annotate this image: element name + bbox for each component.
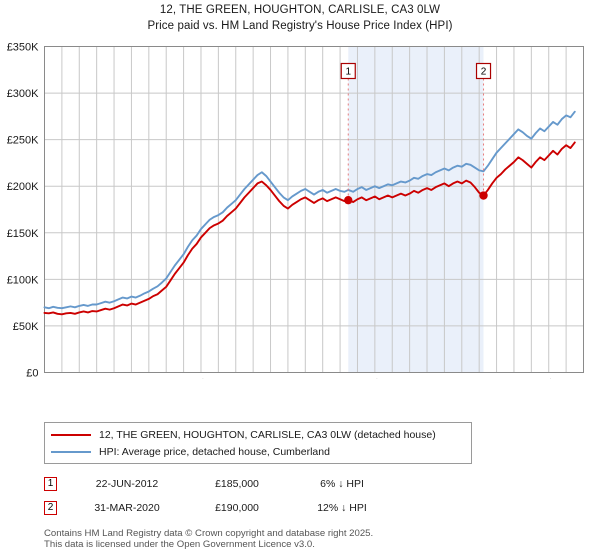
x-tick-2025: 2025 [561,379,573,380]
x-tick-2011: 2011 [318,379,330,380]
y-tick-£150K: £150K [7,228,39,240]
x-tick-2015: 2015 [387,379,399,380]
x-tick-1997: 1997 [74,379,86,380]
footer-line-copyright: Contains HM Land Registry data © Crown c… [44,528,374,539]
transaction-hpi-delta-2: 12% ↓ HPI [317,502,367,514]
page-title: 12, THE GREEN, HOUGHTON, CARLISLE, CA3 0… [0,2,600,34]
y-tick-£50K: £50K [13,321,39,333]
legend-swatch-property [51,434,91,436]
x-tick-2004: 2004 [196,379,208,380]
x-tick-1996: 1996 [57,379,69,380]
footer-line-licence: This data is licensed under the Open Gov… [44,539,315,550]
y-tick-£350K: £350K [7,42,39,54]
y-tick-£100K: £100K [7,274,39,286]
x-tick-2017: 2017 [422,379,434,380]
event-marker-dot-1 [344,195,353,205]
event-marker-label-1: 1 [345,67,351,78]
legend-label-hpi: HPI: Average price, detached house, Cumb… [99,446,330,458]
x-tick-2014: 2014 [370,379,382,380]
x-tick-2018: 2018 [439,379,451,380]
transaction-date-2: 31-MAR-2020 [94,502,160,514]
title-line-subtitle: Price paid vs. HM Land Registry's House … [147,20,453,32]
x-tick-2021: 2021 [492,379,504,380]
transaction-date-1: 22-JUN-2012 [95,478,159,490]
legend-item-property: 12, THE GREEN, HOUGHTON, CARLISLE, CA3 0… [51,427,465,443]
transaction-hpi-delta-1: 6% ↓ HPI [320,478,364,490]
series-line-hpi [43,110,576,310]
y-tick-£300K: £300K [7,88,39,100]
x-tick-2002: 2002 [161,379,173,380]
transaction-badge-1: 1 [44,477,57,491]
shaded-period-region [348,46,484,373]
x-tick-1998: 1998 [92,379,104,380]
chart-axes [44,46,584,373]
event-marker-box-1 [340,62,356,80]
x-tick-2024: 2024 [544,379,556,380]
x-tick-2007: 2007 [248,379,260,380]
legend-item-hpi: HPI: Average price, detached house, Cumb… [51,444,465,460]
x-tick-1995: 1995 [40,379,52,380]
attribution-footer: Contains HM Land Registry data © Crown c… [44,528,564,550]
y-tick-£200K: £200K [7,181,39,193]
transaction-price-1: £185,000 [215,478,259,490]
transaction-price-2: £190,000 [215,502,259,514]
x-axis-tick-labels: 1995 1996 1997 1998 1999 2000 2001 2002 2003 2004… [40,379,591,380]
title-line-address: 12, THE GREEN, HOUGHTON, CARLISLE, CA3 0… [159,4,441,16]
series-line-property [43,141,576,316]
x-tick-2006: 2006 [231,379,243,380]
chart-legend: 12, THE GREEN, HOUGHTON, CARLISLE, CA3 0… [44,422,472,464]
table-row: 1 22-JUN-2012 £185,000 6% ↓ HPI [44,472,444,496]
chart-series-lines [43,110,576,316]
x-tick-1999: 1999 [109,379,121,380]
x-tick-2026: 2026 [579,379,591,380]
legend-label-property: 12, THE GREEN, HOUGHTON, CARLISLE, CA3 0… [99,429,436,441]
x-tick-2001: 2001 [144,379,156,380]
chart-gridlines [44,46,584,373]
x-tick-2022: 2022 [509,379,521,380]
legend-swatch-hpi [51,451,91,453]
x-tick-2009: 2009 [283,379,295,380]
x-tick-2019: 2019 [457,379,469,380]
x-tick-2008: 2008 [266,379,278,380]
x-tick-2013: 2013 [352,379,364,380]
table-row: 2 31-MAR-2020 £190,000 12% ↓ HPI [44,496,444,520]
x-tick-2000: 2000 [126,379,138,380]
x-tick-2016: 2016 [405,379,417,380]
x-tick-2005: 2005 [213,379,225,380]
event-marker-dot-2 [479,191,488,200]
x-tick-2023: 2023 [526,379,538,380]
transactions-table: 1 22-JUN-2012 £185,000 6% ↓ HPI 2 31-MAR… [44,472,444,520]
transaction-badge-2: 2 [44,501,57,515]
x-tick-2012: 2012 [335,379,347,380]
event-marker-box-2 [475,62,492,80]
x-tick-2020: 2020 [474,379,486,380]
event-marker-label-2: 2 [481,67,487,78]
y-tick-£250K: £250K [7,135,39,147]
y-axis-tick-labels: £0 £50K £100K £150K £200K £250K £300K £350K [7,42,39,380]
y-tick-£0: £0 [26,368,38,380]
x-tick-2010: 2010 [300,379,312,380]
x-tick-2003: 2003 [179,379,191,380]
